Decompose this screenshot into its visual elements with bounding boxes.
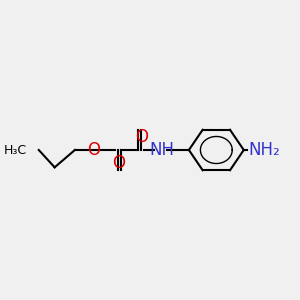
Text: NH₂: NH₂ [248,141,280,159]
Text: H₃C: H₃C [4,143,27,157]
Text: NH: NH [149,141,174,159]
Text: O: O [112,154,125,172]
Text: O: O [87,141,100,159]
Text: O: O [135,128,148,146]
